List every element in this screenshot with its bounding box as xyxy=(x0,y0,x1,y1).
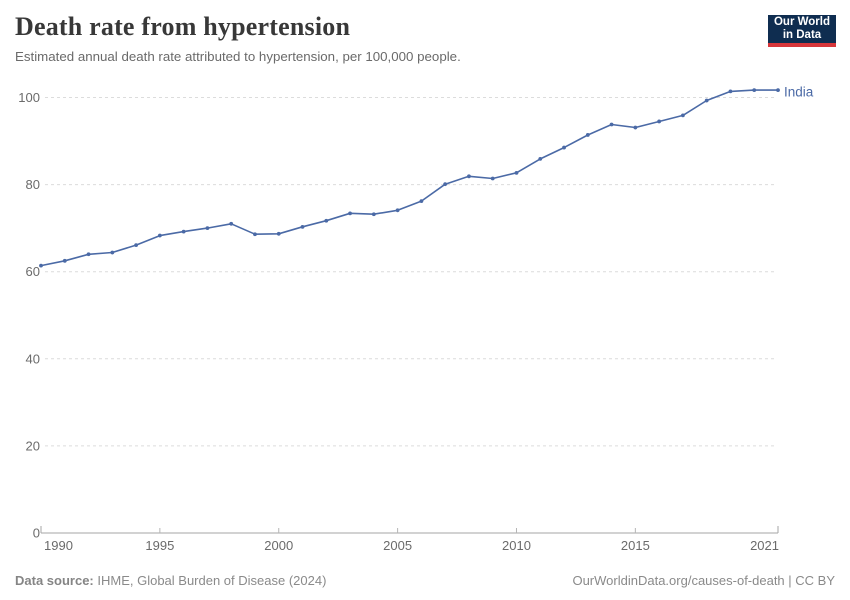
data-point-2014[interactable] xyxy=(609,122,614,127)
owid-logo-line1: Our World xyxy=(773,16,830,28)
data-point-2002[interactable] xyxy=(324,218,329,223)
owid-logo-line2: in Data xyxy=(782,29,822,41)
data-point-2009[interactable] xyxy=(490,176,495,181)
y-tick-label: 40 xyxy=(26,351,40,366)
data-point-1993[interactable] xyxy=(110,250,115,255)
data-point-2015[interactable] xyxy=(633,125,638,130)
data-point-2018[interactable] xyxy=(704,98,709,103)
y-tick-label: 100 xyxy=(18,90,40,105)
data-point-1998[interactable] xyxy=(229,221,234,226)
page-title: Death rate from hypertension xyxy=(15,12,351,41)
data-point-2021[interactable] xyxy=(776,88,780,92)
data-point-2012[interactable] xyxy=(562,145,566,150)
data-point-2007[interactable] xyxy=(443,182,448,187)
data-point-1992[interactable] xyxy=(86,252,91,257)
owid-logo[interactable]: Our World in Data xyxy=(768,15,836,47)
x-tick-label: 1995 xyxy=(145,538,174,553)
data-point-1990[interactable] xyxy=(39,263,43,268)
data-point-2010[interactable] xyxy=(514,170,519,175)
chart-footer: Data source: IHME, Global Burden of Dise… xyxy=(15,573,835,588)
data-point-1991[interactable] xyxy=(62,258,67,263)
data-point-2011[interactable] xyxy=(538,157,543,161)
data-point-2006[interactable] xyxy=(419,199,424,204)
data-point-2017[interactable] xyxy=(681,113,685,118)
y-tick-label: 20 xyxy=(26,438,40,453)
data-point-2000[interactable] xyxy=(276,231,281,236)
y-tick-label: 0 xyxy=(33,526,40,541)
data-point-2019[interactable] xyxy=(728,89,733,94)
chart-subtitle: Estimated annual death rate attributed t… xyxy=(15,49,461,64)
data-point-2005[interactable] xyxy=(395,208,400,213)
data-point-1999[interactable] xyxy=(253,232,257,237)
x-tick-label: 2015 xyxy=(621,538,650,553)
x-tick-label: 2000 xyxy=(264,538,293,553)
data-point-2016[interactable] xyxy=(657,119,662,124)
credit-text: OurWorldinData.org/causes-of-death | CC … xyxy=(572,573,835,588)
y-tick-label: 80 xyxy=(26,177,40,192)
series-end-label[interactable]: India xyxy=(784,85,814,100)
data-point-1994[interactable] xyxy=(134,243,138,248)
x-tick-label: 2021 xyxy=(750,538,779,553)
x-tick-label: 2005 xyxy=(383,538,412,553)
data-point-2004[interactable] xyxy=(371,212,376,217)
data-point-1996[interactable] xyxy=(181,229,186,234)
x-tick-label: 2010 xyxy=(502,538,531,553)
data-point-2003[interactable] xyxy=(348,211,352,216)
india-line[interactable] xyxy=(40,89,779,267)
data-point-2020[interactable] xyxy=(752,88,757,92)
data-source-label: Data source: xyxy=(15,573,94,588)
y-tick-label: 60 xyxy=(26,264,40,279)
data-point-2001[interactable] xyxy=(300,224,305,229)
data-point-2013[interactable] xyxy=(585,133,590,137)
data-point-2008[interactable] xyxy=(467,174,471,179)
data-point-1997[interactable] xyxy=(205,226,210,231)
x-tick-label: 1990 xyxy=(44,538,73,553)
data-point-1995[interactable] xyxy=(157,233,162,238)
data-source-text: Data source: IHME, Global Burden of Dise… xyxy=(15,573,327,588)
line-chart[interactable]: 0 20 40 60 80 100 1990 1995 2000 2005 2010 2015 2021… xyxy=(0,85,850,560)
